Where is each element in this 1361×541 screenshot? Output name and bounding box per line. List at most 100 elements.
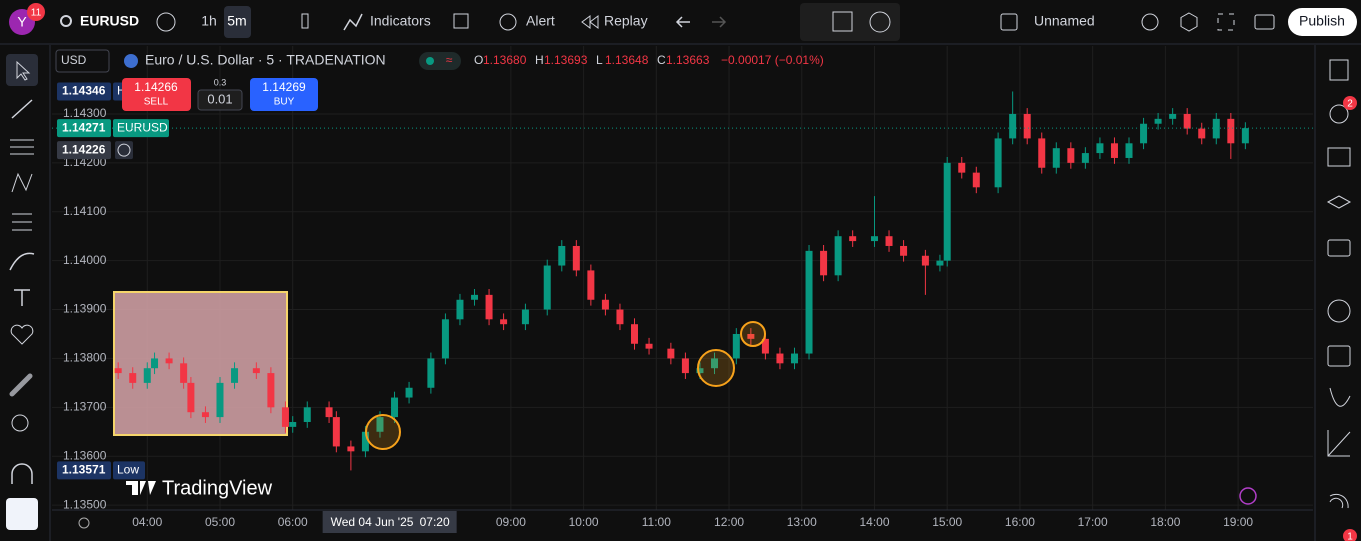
zoom-tool[interactable] xyxy=(11,414,29,432)
search-icon[interactable] xyxy=(60,15,72,27)
text-tool[interactable] xyxy=(14,289,30,306)
buy-price[interactable]: 1.14269 xyxy=(262,80,306,94)
candle-body xyxy=(645,343,653,349)
candle-body xyxy=(834,236,842,276)
icon-tool[interactable] xyxy=(10,324,34,345)
alerts[interactable] xyxy=(1329,104,1349,124)
candle-body xyxy=(710,358,718,369)
sell-label[interactable]: SELL xyxy=(144,97,169,108)
layers[interactable] xyxy=(1326,195,1352,209)
floating-tools xyxy=(800,3,900,41)
settings[interactable] xyxy=(1180,12,1198,32)
price-label-tag: H xyxy=(117,84,126,98)
target-tool[interactable] xyxy=(869,11,891,33)
candle-body xyxy=(1067,148,1075,163)
measure-tool[interactable] xyxy=(9,373,33,397)
ohlc-key: H xyxy=(535,53,544,67)
candle-body xyxy=(201,412,209,418)
candle-body xyxy=(1183,113,1191,129)
magnet-tool[interactable] xyxy=(11,463,33,484)
undo[interactable] xyxy=(675,16,690,28)
chat[interactable] xyxy=(1327,239,1351,257)
highlight-rectangle[interactable] xyxy=(113,291,288,436)
select-tool[interactable] xyxy=(832,11,853,32)
sell-button[interactable] xyxy=(122,78,191,111)
right-toolbar xyxy=(1315,45,1361,541)
quantity[interactable]: 0.01 xyxy=(207,91,232,106)
brush-tool[interactable] xyxy=(9,252,35,271)
circle-annotation[interactable] xyxy=(740,321,766,347)
circle-annotation[interactable] xyxy=(697,349,735,387)
add-order-icon[interactable] xyxy=(117,143,131,157)
candle-body xyxy=(870,236,878,242)
symbol[interactable]: EURUSD xyxy=(80,13,139,29)
chart-type-icon[interactable] xyxy=(301,13,309,29)
streams[interactable] xyxy=(1329,493,1349,509)
x-tick-label: 17:00 xyxy=(1078,515,1108,529)
trend-line-tool[interactable] xyxy=(11,99,33,119)
ohlc-change: −0.00017 (−0.01%) xyxy=(721,53,824,67)
badge xyxy=(1343,529,1357,541)
x-tick-label: 09:00 xyxy=(496,515,526,529)
lightning-icon[interactable] xyxy=(1239,487,1257,505)
cursor-tool[interactable] xyxy=(16,60,31,81)
candle-body xyxy=(332,417,340,447)
fullscreen[interactable] xyxy=(1217,13,1235,31)
candle-body xyxy=(1140,123,1148,144)
currency-box[interactable] xyxy=(55,49,110,73)
publish-button[interactable]: Publish xyxy=(1299,13,1345,29)
interval[interactable]: 1h xyxy=(201,13,217,29)
x-tick-label: 14:00 xyxy=(859,515,889,529)
price-label: 1.14271 xyxy=(62,120,106,134)
currency[interactable]: USD xyxy=(61,53,87,67)
replay-button[interactable]: Replay xyxy=(604,13,648,29)
calendar[interactable] xyxy=(1327,345,1351,367)
snapshot[interactable] xyxy=(1254,14,1275,30)
candle-body xyxy=(805,250,813,354)
candle-body xyxy=(667,348,675,359)
badge-count: 2 xyxy=(1347,99,1353,110)
candle-body xyxy=(849,236,857,242)
time-settings[interactable] xyxy=(78,517,90,529)
redo[interactable] xyxy=(712,16,727,28)
lock-tool[interactable] xyxy=(6,498,38,530)
price-labels: 1.13500 1.13600 1.13700 1.13800 1.13900 1.140… xyxy=(57,82,169,511)
crosshair-label-bg xyxy=(322,511,457,533)
candle-body xyxy=(252,368,260,374)
candle-body xyxy=(820,250,828,276)
ideas[interactable] xyxy=(1329,387,1351,407)
candle-body xyxy=(776,353,784,364)
candle-body xyxy=(405,387,413,398)
quantity-box[interactable] xyxy=(197,89,243,111)
candle-body xyxy=(790,353,798,364)
publish-bg[interactable] xyxy=(1288,8,1357,36)
hotlist[interactable] xyxy=(1327,299,1351,323)
sell-price[interactable]: 1.14266 xyxy=(134,80,178,94)
pattern-tool[interactable] xyxy=(11,172,33,193)
fib-tool[interactable] xyxy=(10,139,34,155)
layout-icon[interactable] xyxy=(1000,13,1018,31)
forecast-tool[interactable] xyxy=(12,213,32,231)
ohlc-value: 1.13663 xyxy=(666,53,710,67)
object-tree[interactable] xyxy=(1327,147,1351,167)
candle-body xyxy=(1052,148,1060,168)
circle-annotation[interactable] xyxy=(365,414,401,450)
buy-button[interactable] xyxy=(250,78,318,111)
trading-panel[interactable] xyxy=(1327,430,1351,457)
indicators-button[interactable]: Indicators xyxy=(370,13,431,29)
candle-body xyxy=(1125,143,1133,158)
buy-label[interactable]: BUY xyxy=(274,97,295,108)
layout-name[interactable]: Unnamed xyxy=(1034,13,1095,29)
price-label-tag-bg xyxy=(113,461,145,480)
templates-icon[interactable] xyxy=(453,13,469,29)
alert-button[interactable]: Alert xyxy=(526,13,555,29)
candle-body xyxy=(521,309,529,325)
quick-search[interactable] xyxy=(1141,13,1159,31)
watchlist[interactable] xyxy=(1329,59,1349,81)
add-symbol[interactable] xyxy=(156,12,176,32)
interval[interactable]: 5m xyxy=(227,13,246,29)
candle-body xyxy=(681,358,689,374)
market-open-dot xyxy=(426,57,434,65)
candle-body xyxy=(376,417,384,432)
